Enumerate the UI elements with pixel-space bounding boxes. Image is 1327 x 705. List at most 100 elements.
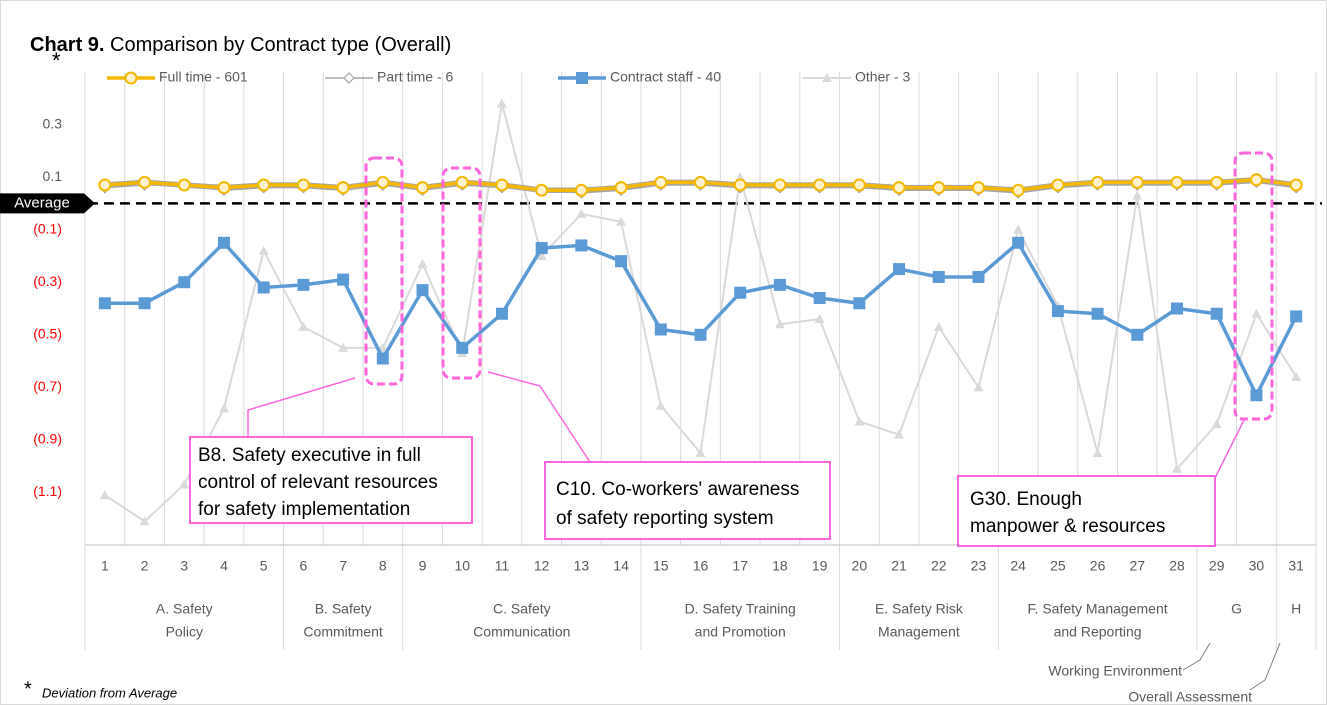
x-tick-label: 25 [1050, 558, 1066, 574]
point [574, 183, 588, 197]
group-label: D. Safety Training [685, 601, 796, 617]
y-tick-label: (1.1) [33, 483, 62, 499]
point [1290, 310, 1303, 323]
x-tick-label: 19 [812, 558, 828, 574]
point [416, 181, 430, 195]
y-tick-label: (0.9) [33, 431, 62, 447]
callout-box [957, 475, 1216, 547]
group-label: E. Safety Risk [875, 601, 964, 617]
point [774, 319, 785, 329]
y-tick-label: 0.1 [43, 168, 63, 184]
group-note: Overall Assessment [1128, 689, 1252, 705]
point [694, 328, 707, 341]
x-tick-label: 7 [339, 558, 347, 574]
group-label: A. Safety [156, 601, 213, 617]
x-tick-label: 6 [300, 558, 308, 574]
point [854, 416, 865, 426]
group-label: Management [878, 624, 960, 640]
x-tick-label: 2 [141, 558, 149, 574]
y-tick-label: (0.1) [33, 220, 62, 236]
legend-marker [124, 71, 138, 85]
point [773, 178, 787, 192]
x-tick-label: 22 [931, 558, 947, 574]
callout-text: G30. Enough [970, 489, 1082, 510]
legend-label: Contract staff - 40 [610, 69, 721, 85]
group-label: and Promotion [695, 624, 786, 640]
point [893, 263, 906, 276]
x-tick-label: 26 [1090, 558, 1106, 574]
x-tick-label: 1 [101, 558, 109, 574]
point [98, 297, 111, 310]
callout-text: of safety reporting system [556, 508, 774, 529]
point [416, 284, 429, 297]
point [1132, 190, 1143, 200]
point [456, 341, 469, 354]
point [338, 342, 349, 352]
legend-label: Other - 3 [855, 69, 910, 85]
x-tick-label: 13 [574, 558, 590, 574]
point [932, 181, 946, 195]
group-label: H [1291, 601, 1301, 617]
footnote: Deviation from Average [42, 685, 177, 700]
y-tick-label: (0.5) [33, 325, 62, 341]
point [973, 382, 984, 392]
point [695, 448, 706, 458]
point [614, 181, 628, 195]
note-leader [1249, 642, 1281, 691]
x-tick-label: 23 [971, 558, 987, 574]
point [616, 216, 627, 226]
point [536, 250, 547, 260]
point [694, 175, 707, 189]
point [971, 181, 985, 195]
point [178, 276, 191, 289]
point [495, 178, 509, 192]
callout-text: for safety implementation [198, 499, 410, 520]
point [258, 245, 269, 255]
point [654, 175, 668, 189]
callout-text: control of relevant resources [198, 472, 438, 493]
group-label: F. Safety Management [1028, 601, 1168, 617]
point [218, 403, 229, 413]
point [417, 258, 428, 268]
point [257, 178, 271, 192]
point [535, 242, 548, 255]
leader-line [247, 377, 356, 437]
group-note: Working Environment [1048, 663, 1182, 679]
point [735, 172, 746, 182]
group-label: G [1231, 601, 1242, 617]
x-tick-label: 29 [1209, 558, 1225, 574]
point [1171, 302, 1184, 315]
point [894, 429, 905, 439]
callout-text: manpower & resources [970, 516, 1165, 537]
point [575, 239, 588, 252]
point [297, 278, 310, 291]
footnote-marker: * [24, 678, 32, 700]
point [336, 181, 350, 195]
point [932, 270, 945, 283]
title-text: Comparison by Contract type (Overall) [110, 34, 451, 56]
x-tick-label: 9 [419, 558, 427, 574]
group-label: C. Safety [493, 601, 551, 617]
point [654, 323, 667, 336]
point [257, 281, 270, 294]
x-tick-label: 11 [495, 558, 510, 574]
point [99, 490, 110, 500]
point [1250, 389, 1263, 402]
group-label: Communication [473, 624, 570, 640]
point [1249, 173, 1263, 187]
point [933, 321, 944, 331]
callout-box [189, 436, 473, 524]
point [1251, 308, 1262, 318]
point [298, 321, 309, 331]
point [1172, 463, 1183, 473]
group-label: B. Safety [315, 601, 372, 617]
point [98, 178, 112, 192]
leader-line [1214, 419, 1245, 479]
point [1092, 448, 1103, 458]
point [1091, 307, 1104, 320]
point [733, 178, 747, 192]
y-tick-label: (0.3) [33, 273, 62, 289]
legend-label: Part time - 6 [377, 69, 453, 85]
x-tick-label: 21 [891, 558, 907, 574]
